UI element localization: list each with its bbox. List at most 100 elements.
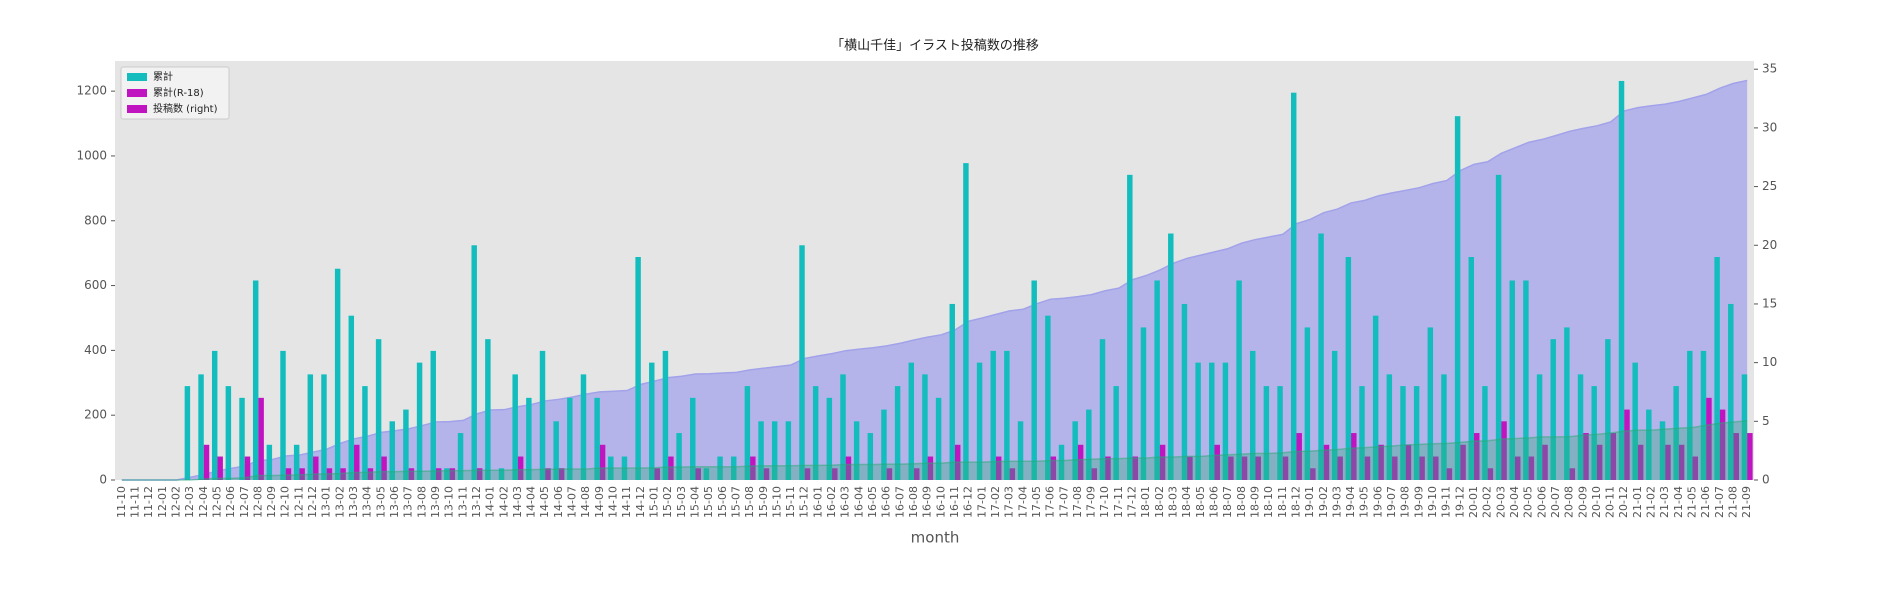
- bar: [1487, 468, 1494, 480]
- bar: [730, 456, 737, 480]
- x-tick-label: 18-05: [1194, 486, 1207, 518]
- x-tick-label: 19-05: [1358, 486, 1371, 518]
- bar: [1719, 409, 1726, 480]
- bar: [362, 386, 368, 480]
- x-tick-label: 21-07: [1713, 486, 1726, 518]
- bar: [1017, 421, 1024, 480]
- bar: [1637, 444, 1644, 480]
- bar: [1086, 409, 1092, 480]
- bar: [1045, 315, 1051, 480]
- bar: [1687, 350, 1693, 480]
- x-tick-label: 21-03: [1658, 486, 1671, 518]
- bar: [1474, 433, 1480, 480]
- bar: [430, 350, 436, 480]
- x-tick-label: 19-10: [1426, 486, 1439, 518]
- bar: [1468, 257, 1475, 480]
- bar: [840, 374, 846, 480]
- bar: [1673, 386, 1679, 480]
- x-tick-label: 16-08: [907, 486, 920, 518]
- y-tick-label: 800: [84, 213, 107, 227]
- bar: [1542, 444, 1548, 480]
- x-tick-label: 15-09: [757, 486, 770, 518]
- bar: [1692, 456, 1699, 480]
- bar: [886, 468, 893, 480]
- bar: [1569, 468, 1576, 480]
- x-tick-label: 12-12: [306, 486, 319, 518]
- bar: [799, 245, 805, 480]
- x-tick-label: 21-06: [1699, 486, 1712, 518]
- bar: [244, 456, 251, 480]
- x-tick-label: 13-04: [361, 486, 374, 518]
- bar: [1646, 409, 1652, 480]
- x-tick-label: 21-01: [1631, 486, 1644, 518]
- bar: [758, 421, 764, 480]
- x-tick-label: 20-05: [1522, 486, 1535, 518]
- bar: [1610, 433, 1617, 480]
- x-tick-label: 17-02: [989, 486, 1002, 518]
- x-tick-label: 21-08: [1727, 486, 1740, 518]
- bar: [1523, 280, 1529, 480]
- bar: [1359, 386, 1365, 480]
- x-tick-label: 15-02: [661, 486, 674, 518]
- bar: [1700, 350, 1707, 480]
- bar: [1345, 257, 1352, 480]
- bar: [258, 397, 264, 480]
- bar: [1263, 386, 1270, 480]
- x-tick-label: 18-10: [1262, 486, 1275, 518]
- bar: [894, 386, 901, 480]
- bar: [1419, 456, 1425, 480]
- bar: [471, 245, 477, 480]
- area: [121, 80, 1748, 480]
- chart-title: 「横山千佳」イラスト投稿数の推移: [831, 38, 1039, 54]
- bar: [976, 362, 983, 480]
- bar: [512, 374, 518, 480]
- x-tick-label: 18-03: [1167, 486, 1180, 518]
- x-tick-label: 15-06: [716, 486, 729, 518]
- bar: [545, 468, 551, 480]
- bar: [1222, 362, 1229, 480]
- bar: [558, 468, 565, 480]
- legend-swatch: [127, 89, 147, 97]
- bar: [313, 456, 319, 480]
- bar: [935, 397, 942, 480]
- bar: [1591, 386, 1597, 480]
- bar: [804, 468, 811, 480]
- x-tick-label: 11-10: [115, 486, 128, 518]
- bar: [654, 468, 660, 480]
- x-tick-label: 20-12: [1617, 486, 1630, 518]
- legend-swatch: [127, 73, 147, 81]
- y-tick-label: 1000: [76, 148, 107, 162]
- bar: [1277, 386, 1283, 480]
- x-tick-label: 14-05: [538, 486, 551, 518]
- bar: [1009, 468, 1016, 480]
- bar: [1741, 374, 1748, 480]
- y2-tick-label: 5: [1762, 414, 1770, 428]
- x-tick-label: 13-10: [443, 486, 456, 518]
- x-tick-label: 12-07: [238, 486, 251, 518]
- y2-tick-label: 30: [1762, 120, 1777, 134]
- bar: [1228, 456, 1234, 480]
- x-tick-label: 16-05: [866, 486, 879, 518]
- bar: [203, 444, 210, 480]
- bar: [1181, 303, 1188, 480]
- bar: [1004, 350, 1010, 480]
- bar: [1441, 374, 1447, 480]
- x-tick-label: 19-04: [1344, 486, 1357, 518]
- bar: [449, 468, 456, 480]
- x-tick-label: 15-10: [770, 486, 783, 518]
- bar: [367, 468, 374, 480]
- y2-tick-label: 25: [1762, 179, 1777, 193]
- x-tick-label: 13-11: [456, 486, 469, 518]
- x-tick-label: 16-10: [934, 486, 947, 518]
- bar: [1241, 456, 1248, 480]
- x-tick-label: 20-04: [1508, 486, 1521, 518]
- bar: [1050, 456, 1057, 480]
- bar: [1583, 433, 1589, 480]
- bar: [444, 468, 450, 480]
- bar: [599, 444, 606, 480]
- x-tick-label: 12-09: [265, 486, 278, 518]
- bar: [763, 468, 770, 480]
- x-tick-label: 15-08: [743, 486, 756, 518]
- bar: [403, 409, 409, 480]
- x-tick-label: 19-08: [1399, 486, 1412, 518]
